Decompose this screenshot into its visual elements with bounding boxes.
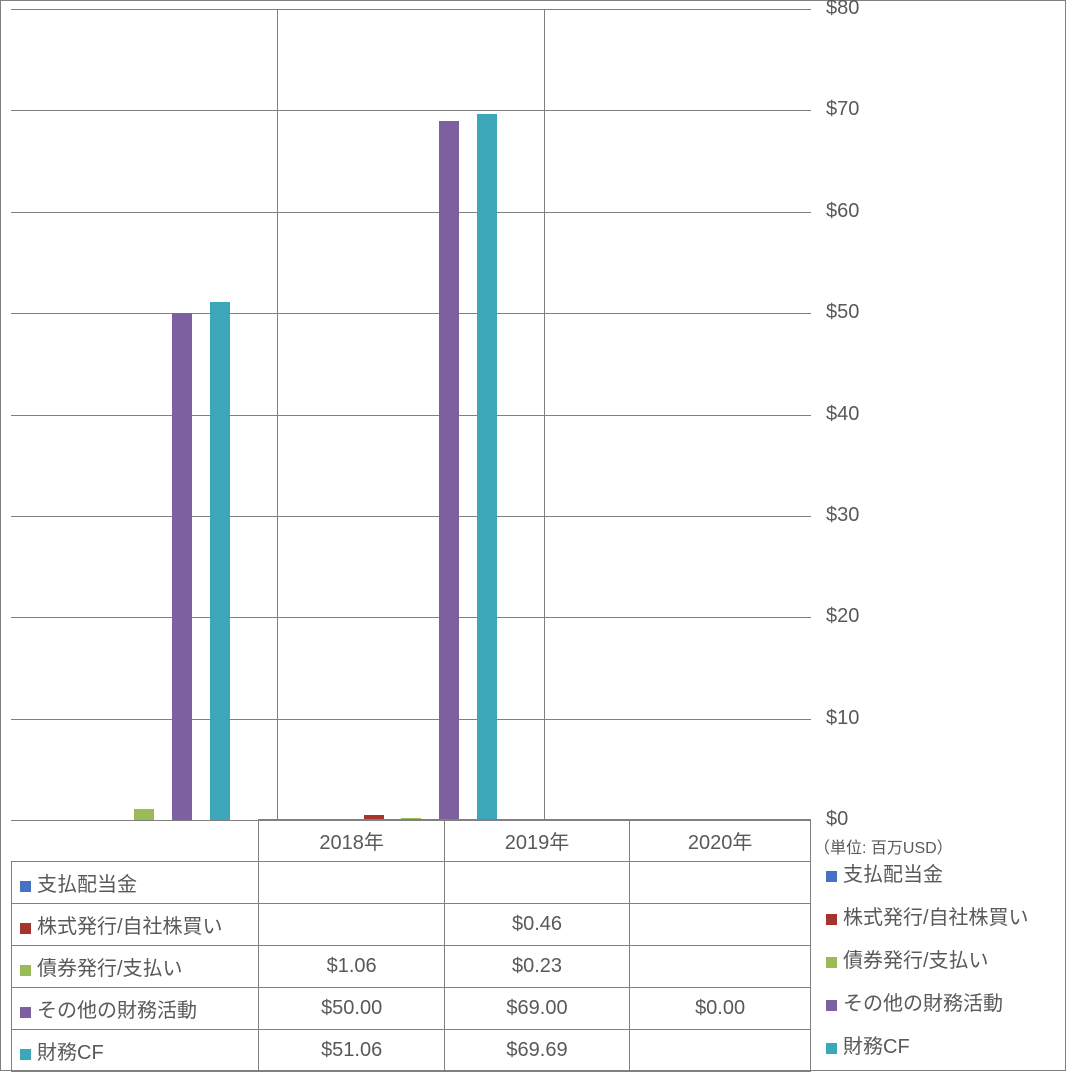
category-header: 2018年 — [259, 820, 444, 862]
legend-item: 財務CF — [826, 1030, 1029, 1059]
series-rowhead: 株式発行/自社株買い — [12, 904, 259, 946]
table-corner — [12, 820, 259, 862]
category-header: 2019年 — [444, 820, 629, 862]
table-cell: $50.00 — [259, 988, 444, 1030]
swatch-icon — [826, 871, 837, 882]
table-cell — [259, 904, 444, 946]
legend-item: その他の財務活動 — [826, 987, 1029, 1016]
series-rowhead: その他の財務活動 — [12, 988, 259, 1030]
table-row: 支払配当金 — [12, 862, 811, 904]
swatch-icon — [20, 923, 31, 934]
table-cell — [630, 1030, 811, 1072]
y-tick-label: $30 — [826, 504, 859, 527]
swatch-icon — [20, 881, 31, 892]
table-cell — [444, 862, 629, 904]
y-tick-label: $20 — [826, 605, 859, 628]
y-tick-label: $60 — [826, 200, 859, 223]
legend-item: 株式発行/自社株買い — [826, 901, 1029, 930]
table-header-row: 2018年2019年2020年 — [12, 820, 811, 862]
bar-s4 — [172, 313, 192, 820]
swatch-icon — [826, 1043, 837, 1054]
swatch-icon — [826, 914, 837, 925]
bar-s5 — [477, 114, 497, 820]
series-rowhead: 支払配当金 — [12, 862, 259, 904]
table-row: 財務CF$51.06$69.69 — [12, 1030, 811, 1072]
data-table: 2018年2019年2020年支払配当金株式発行/自社株買い$0.46債券発行/… — [11, 819, 811, 1072]
table-cell: $0.23 — [444, 946, 629, 988]
chart-container: $0 $10 $20 $30 $40 $50 $60 $70 $80 （単位: 百万USD） 2… — [0, 0, 1066, 1071]
table-row: その他の財務活動$50.00$69.00$0.00 — [12, 988, 811, 1030]
y-tick-label: $50 — [826, 301, 859, 324]
swatch-icon — [826, 957, 837, 968]
y-tick-label: $0 — [826, 808, 848, 831]
bar-s4 — [439, 121, 459, 820]
table-cell: $69.69 — [444, 1030, 629, 1072]
table-cell: $1.06 — [259, 946, 444, 988]
table-row: 株式発行/自社株買い $0.46 — [12, 904, 811, 946]
legend: 支払配当金株式発行/自社株買い債券発行/支払いその他の財務活動財務CF — [826, 858, 1029, 1073]
table-cell: $51.06 — [259, 1030, 444, 1072]
category-group — [544, 9, 811, 820]
y-tick-label: $70 — [826, 98, 859, 121]
plot-area — [11, 9, 811, 820]
swatch-icon — [20, 1049, 31, 1060]
bar-s5 — [210, 302, 230, 820]
table-cell: $69.00 — [444, 988, 629, 1030]
swatch-icon — [20, 1007, 31, 1018]
table-cell: $0.00 — [630, 988, 811, 1030]
category-group — [11, 9, 277, 820]
y-tick-label: $80 — [826, 0, 859, 20]
y-tick-label: $40 — [826, 403, 859, 426]
series-rowhead: 財務CF — [12, 1030, 259, 1072]
series-rowhead: 債券発行/支払い — [12, 946, 259, 988]
y-tick-label: $10 — [826, 707, 859, 730]
swatch-icon — [20, 965, 31, 976]
swatch-icon — [826, 1000, 837, 1011]
unit-label: （単位: 百万USD） — [814, 834, 953, 858]
table-row: 債券発行/支払い$1.06$0.23 — [12, 946, 811, 988]
table-cell — [259, 862, 444, 904]
legend-item: 支払配当金 — [826, 858, 1029, 887]
legend-item: 債券発行/支払い — [826, 944, 1029, 973]
table-cell — [630, 862, 811, 904]
category-group — [277, 9, 544, 820]
category-header: 2020年 — [630, 820, 811, 862]
table-cell — [630, 904, 811, 946]
table-cell — [630, 946, 811, 988]
table-cell: $0.46 — [444, 904, 629, 946]
